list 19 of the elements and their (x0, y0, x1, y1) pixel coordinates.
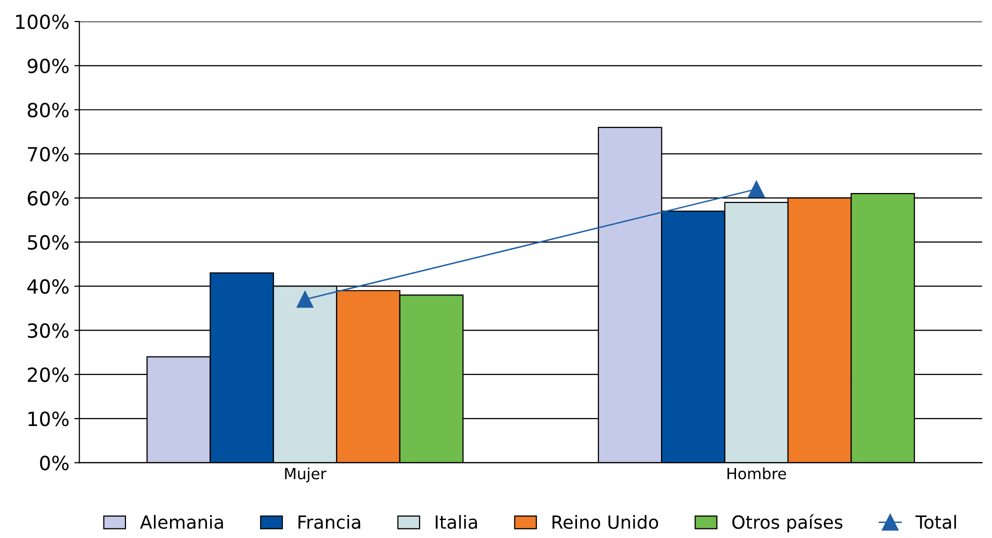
y-tick-label: 80% (28, 102, 69, 118)
y-tick-label: 70% (28, 146, 69, 162)
legend-label: Reino Unido (552, 514, 658, 529)
y-tick-label: 20% (28, 367, 69, 382)
y-tick-label: 10% (28, 412, 69, 426)
y-tick-label: 60% (28, 190, 69, 206)
y-tick-label: 40% (27, 279, 69, 294)
legend-label: Francia (298, 514, 360, 529)
y-tick-label: 90% (28, 58, 69, 74)
legend-label: Alemania (140, 514, 223, 529)
legend-label: Total (915, 514, 956, 529)
y-tick-label: 50% (28, 235, 69, 250)
y-tick-label: 0% (40, 456, 69, 470)
y-tick-label: 30% (28, 323, 69, 338)
x-tick-label: Mujer (285, 468, 326, 482)
y-tick-label: 100% (16, 14, 69, 30)
x-tick-label: Hombre (728, 468, 786, 480)
legend-label: Otros países (732, 514, 842, 532)
legend-label: Italia (436, 514, 477, 529)
